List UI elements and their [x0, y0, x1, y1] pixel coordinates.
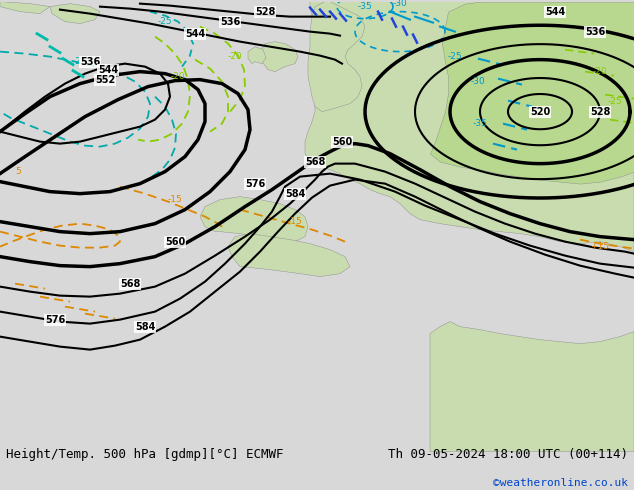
Text: -35: -35: [358, 2, 372, 11]
Text: 584: 584: [285, 189, 305, 198]
Text: 528: 528: [590, 107, 610, 117]
Text: 576: 576: [45, 315, 65, 325]
Text: Height/Temp. 500 hPa [gdmp][°C] ECMWF: Height/Temp. 500 hPa [gdmp][°C] ECMWF: [6, 447, 284, 461]
Text: -35: -35: [472, 119, 488, 128]
Text: 528: 528: [255, 7, 275, 17]
Text: 544: 544: [185, 28, 205, 39]
Text: 576: 576: [245, 179, 265, 189]
Text: Th 09-05-2024 18:00 UTC (00+114): Th 09-05-2024 18:00 UTC (00+114): [387, 447, 628, 461]
Text: -30: -30: [470, 77, 486, 86]
Text: 520: 520: [530, 107, 550, 117]
Text: -30: -30: [392, 0, 408, 8]
Text: 5: 5: [15, 167, 21, 176]
Text: 560: 560: [332, 137, 352, 147]
Text: 536: 536: [80, 57, 100, 67]
Text: -15: -15: [167, 195, 183, 204]
Text: 536: 536: [585, 26, 605, 37]
Text: 568: 568: [305, 157, 325, 167]
Text: 544: 544: [545, 7, 565, 17]
Text: -25: -25: [158, 17, 172, 26]
Text: ©weatheronline.co.uk: ©weatheronline.co.uk: [493, 478, 628, 488]
Text: 544: 544: [98, 65, 118, 74]
Text: -25: -25: [607, 97, 623, 106]
Text: -20: -20: [593, 67, 607, 76]
Text: 584: 584: [135, 321, 155, 332]
Text: +15: +15: [590, 242, 609, 251]
Text: 536: 536: [220, 17, 240, 26]
Text: 568: 568: [120, 279, 140, 289]
Text: -15: -15: [288, 217, 302, 226]
Text: -20: -20: [171, 72, 185, 81]
Text: 552: 552: [95, 74, 115, 85]
Text: 560: 560: [165, 237, 185, 246]
Text: -25: -25: [448, 52, 462, 61]
Text: -25: -25: [73, 57, 87, 66]
Text: -20: -20: [228, 52, 242, 61]
